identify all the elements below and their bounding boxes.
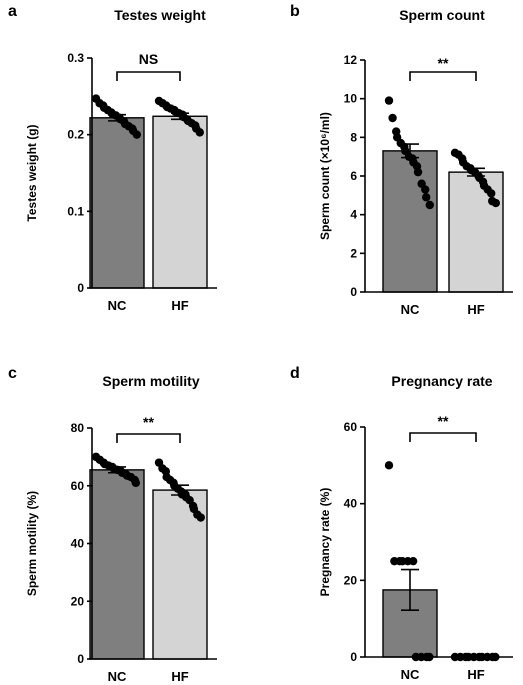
y-tick-label: 6 xyxy=(350,169,357,183)
y-axis-label: Sperm motility (%) xyxy=(25,491,39,596)
data-point xyxy=(425,200,434,210)
significance-label: NS xyxy=(139,51,158,67)
y-axis-label: Testes weight (g) xyxy=(25,124,39,221)
y-tick-label: 12 xyxy=(344,53,358,67)
data-point xyxy=(132,130,141,139)
x-tick-label: NC xyxy=(401,667,420,682)
panel-a: a Testes weight Testes weight (g) 0 0.1 0.2 0.… xyxy=(8,3,217,313)
significance-bracket xyxy=(116,433,181,443)
significance-label: ** xyxy=(143,414,154,430)
data-point xyxy=(422,193,431,202)
x-tick-label: HF xyxy=(171,669,188,684)
y-tick-label: 20 xyxy=(71,594,85,608)
y-tick-label: 40 xyxy=(344,497,358,511)
chart-title: Testes weight xyxy=(114,7,206,23)
data-point xyxy=(408,556,418,566)
y-tick-label: 80 xyxy=(71,421,85,435)
panel-c: c Sperm motility Sperm motility (%) 0 20 40 60… xyxy=(8,365,217,684)
y-tick-label: 2 xyxy=(350,246,357,260)
significance-label: ** xyxy=(438,55,449,71)
panel-label: c xyxy=(8,365,17,382)
y-tick-label: 10 xyxy=(344,92,358,106)
data-point xyxy=(195,128,204,137)
bar-nc xyxy=(382,150,438,293)
significance-bracket xyxy=(116,71,181,81)
chart-title: Sperm motility xyxy=(102,373,199,389)
y-axis-label: Sperm count (×10⁶/ml) xyxy=(318,112,332,240)
y-tick-label: 8 xyxy=(350,130,357,144)
data-point xyxy=(384,96,394,105)
y-tick-label: 60 xyxy=(344,420,358,434)
data-point xyxy=(421,185,430,194)
data-point xyxy=(131,478,141,488)
data-point xyxy=(196,513,205,522)
x-tick-label: NC xyxy=(401,302,420,317)
y-tick-label: 60 xyxy=(71,479,85,493)
chart-title: Sperm count xyxy=(399,7,485,23)
y-tick-label: 0 xyxy=(77,281,84,295)
y-tick-label: 0 xyxy=(350,650,357,664)
y-tick-label: 0 xyxy=(77,652,84,666)
data-point xyxy=(384,461,394,470)
x-tick-label: HF xyxy=(467,667,484,682)
significance-bracket xyxy=(409,432,477,442)
bar-hf xyxy=(448,171,504,293)
y-tick-label: 40 xyxy=(71,537,85,551)
y-tick-label: 0 xyxy=(350,285,357,299)
bar-nc xyxy=(89,469,145,660)
data-point xyxy=(413,167,423,177)
y-tick-label: 0.1 xyxy=(67,204,84,218)
data-point xyxy=(487,189,496,198)
y-tick-label: 20 xyxy=(344,573,358,587)
panel-d: d Pregnancy rate Pregnancy rate (%) 0 20 40 60… xyxy=(290,365,513,682)
bar-hf xyxy=(152,115,208,289)
chart-title: Pregnancy rate xyxy=(391,373,492,389)
x-tick-label: NC xyxy=(108,669,127,684)
data-point xyxy=(491,198,500,208)
panel-b: b Sperm count Sperm count (×10⁶/ml) 0 2 4 6 8 10… xyxy=(290,3,513,317)
bar-nc xyxy=(89,117,145,289)
y-axis-label: Pregnancy rate (%) xyxy=(318,488,332,597)
data-point xyxy=(388,113,397,123)
significance-label: ** xyxy=(438,413,449,429)
y-tick-label: 0.2 xyxy=(67,128,84,142)
significance-bracket xyxy=(409,71,477,81)
x-tick-label: HF xyxy=(171,298,188,313)
panel-label: d xyxy=(290,365,300,382)
y-tick-label: 0.3 xyxy=(67,51,84,65)
x-tick-label: NC xyxy=(108,298,127,313)
panel-label: b xyxy=(290,3,300,20)
x-tick-label: HF xyxy=(467,302,484,317)
panel-label: a xyxy=(8,3,17,20)
y-tick-label: 4 xyxy=(350,208,357,222)
